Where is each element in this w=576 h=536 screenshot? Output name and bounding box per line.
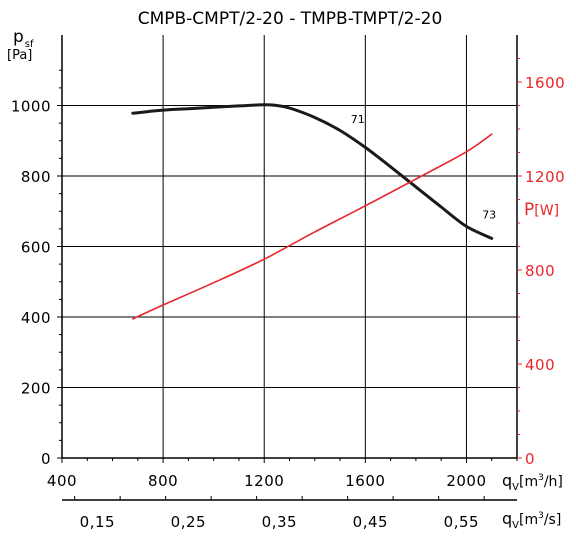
x-secondary-axis-label: qV[m3/s]: [502, 509, 561, 531]
y-right-tick-label: 400: [525, 356, 555, 374]
power-curve: [132, 133, 493, 320]
y-left-tick-label: 1000: [11, 98, 51, 116]
y-right-tick-label: 0: [525, 450, 535, 468]
y-left-axis-label: psf: [13, 27, 34, 50]
pressure-curve: [131, 103, 494, 240]
y-left-tick-label: 400: [21, 309, 51, 327]
x-secondary-tick-label: 0,15: [80, 513, 115, 531]
tick-labels: 0 200 400 600 800 1000 0 400 800 1200 1600 400 800 12…: [11, 74, 565, 531]
y-right-tick-label: 1600: [525, 74, 565, 92]
x-secondary-tick-label: 0,25: [171, 513, 206, 531]
chart-title: CMPB-CMPT/2-20 - TMPB-TMPT/2-20: [138, 9, 443, 29]
curve-annotation: 71: [351, 113, 365, 126]
x-primary-tick-label: 800: [148, 472, 178, 490]
x-primary-tick-label: 1600: [345, 472, 385, 490]
y-right-axis-label: P[W]: [524, 200, 559, 220]
axes: [57, 35, 522, 501]
curve-annotation: 73: [482, 208, 496, 221]
y-left-tick-label: 0: [41, 450, 51, 468]
x-secondary-tick-label: 0,55: [444, 513, 479, 531]
y-right-tick-label: 800: [525, 262, 555, 280]
y-left-axis-unit: [Pa]: [7, 48, 32, 63]
y-left-tick-label: 800: [21, 168, 51, 186]
x-primary-tick-label: 2000: [446, 472, 486, 490]
y-left-tick-label: 600: [21, 239, 51, 257]
y-left-tick-label: 200: [21, 380, 51, 398]
x-secondary-tick-label: 0,35: [262, 513, 297, 531]
series-group: [131, 103, 494, 320]
x-primary-axis-label: qV[m3/h]: [502, 471, 563, 493]
x-primary-tick-label: 400: [47, 472, 77, 490]
y-right-tick-label: 1200: [525, 168, 565, 186]
x-secondary-tick-label: 0,45: [353, 513, 388, 531]
x-primary-tick-label: 1200: [244, 472, 284, 490]
